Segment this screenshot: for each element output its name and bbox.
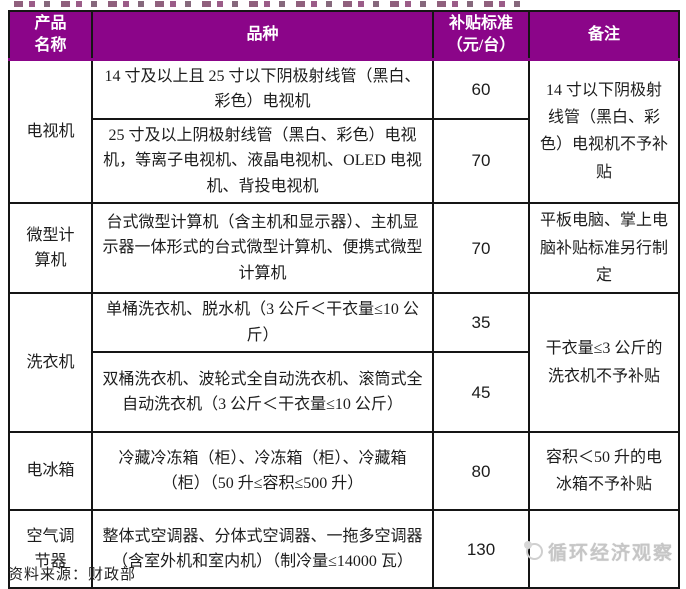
variety-cell: 冷藏冷冻箱（柜）、冷冻箱（柜）、冷藏箱（柜）（50 升≤容积≤500 升） bbox=[91, 431, 434, 512]
product-cell-tv: 电视机 bbox=[8, 57, 93, 205]
watermark-label: 循环经济观察 bbox=[547, 543, 674, 564]
remark-cell-washer: 干衣量≤3 公斤的洗衣机不予补贴 bbox=[528, 292, 680, 434]
subsidy-cell: 35 bbox=[432, 292, 530, 354]
table-row: 洗衣机 单桶洗衣机、脱水机（3 公斤＜干衣量≤10 公斤） 35 干衣量≤3 公… bbox=[8, 292, 680, 434]
table-row: 空气调 节器 整体式空调器、分体式空调器、一拖多空调器（含室外机和室内机）（制冷… bbox=[8, 509, 680, 589]
watermark-logo-icon bbox=[523, 541, 543, 560]
header-subsidy-standard: 补贴标准 （元/台） bbox=[432, 10, 530, 61]
table-row: 电视机 14 寸及以上且 25 寸以下阴极射线管（黑白、彩色）电视机 60 14… bbox=[8, 57, 680, 205]
variety-cell: 台式微型计算机（含主机和显示器）、主机显示器一体形式的台式微型计算机、便携式微型… bbox=[91, 202, 434, 295]
subsidy-cell: 70 bbox=[432, 202, 530, 295]
remark-cell-tv: 14 寸以下阴极射线管（黑白、彩色）电视机不予补贴 bbox=[528, 57, 680, 205]
subsidy-table: 产品 名称 品种 补贴标准 （元/台） 备注 电视机 14 寸及以上且 25 寸… bbox=[8, 10, 680, 589]
source-note: 资料来源：财政部 bbox=[8, 567, 137, 583]
header-product-name: 产品 名称 bbox=[8, 10, 93, 61]
remark-cell-computer: 平板电脑、掌上电脑补贴标准另行制定 bbox=[528, 202, 680, 295]
table-row: 双桶洗衣机、波轮式全自动洗衣机、滚筒式全自动洗衣机（3 公斤＜干衣量≤10 公斤… bbox=[9, 351, 679, 434]
cropped-title-fragment bbox=[14, 1, 524, 7]
subsidy-cell: 130 bbox=[432, 509, 530, 589]
subsidy-cell: 45 bbox=[432, 351, 530, 434]
product-cell-fridge: 电冰箱 bbox=[8, 431, 93, 512]
header-row: 产品 名称 品种 补贴标准 （元/台） 备注 bbox=[8, 10, 680, 61]
remark-cell-fridge: 容积＜50 升的电冰箱不予补贴 bbox=[528, 431, 680, 512]
product-cell-computer: 微型计 算机 bbox=[8, 202, 93, 295]
header-remark: 备注 bbox=[528, 10, 680, 61]
subsidy-cell: 80 bbox=[432, 431, 530, 512]
header-variety: 品种 bbox=[91, 10, 434, 61]
table-row: 微型计 算机 台式微型计算机（含主机和显示器）、主机显示器一体形式的台式微型计算… bbox=[8, 202, 680, 295]
variety-cell: 14 寸及以上且 25 寸以下阴极射线管（黑白、彩色）电视机 bbox=[91, 58, 434, 120]
remark-cell-aircon bbox=[528, 509, 680, 589]
variety-cell: 单桶洗衣机、脱水机（3 公斤＜干衣量≤10 公斤） bbox=[91, 292, 434, 354]
variety-cell: 25 寸及以上阴极射线管（黑白、彩色）电视机，等离子电视机、液晶电视机、OLED… bbox=[91, 117, 434, 205]
product-cell-washer: 洗衣机 bbox=[8, 292, 93, 434]
table-row: 电冰箱 冷藏冷冻箱（柜）、冷冻箱（柜）、冷藏箱（柜）（50 升≤容积≤500 升… bbox=[8, 431, 680, 512]
product-cell-aircon: 空气调 节器 bbox=[8, 509, 93, 589]
subsidy-cell: 60 bbox=[432, 58, 530, 120]
variety-cell: 整体式空调器、分体式空调器、一拖多空调器（含室外机和室内机）（制冷量≤14000… bbox=[91, 509, 434, 589]
table-row: 25 寸及以上阴极射线管（黑白、彩色）电视机，等离子电视机、液晶电视机、OLED… bbox=[9, 117, 679, 205]
watermark: 循环经济观察 bbox=[523, 538, 674, 565]
variety-cell: 双桶洗衣机、波轮式全自动洗衣机、滚筒式全自动洗衣机（3 公斤＜干衣量≤10 公斤… bbox=[91, 351, 434, 434]
subsidy-cell: 70 bbox=[432, 117, 530, 205]
